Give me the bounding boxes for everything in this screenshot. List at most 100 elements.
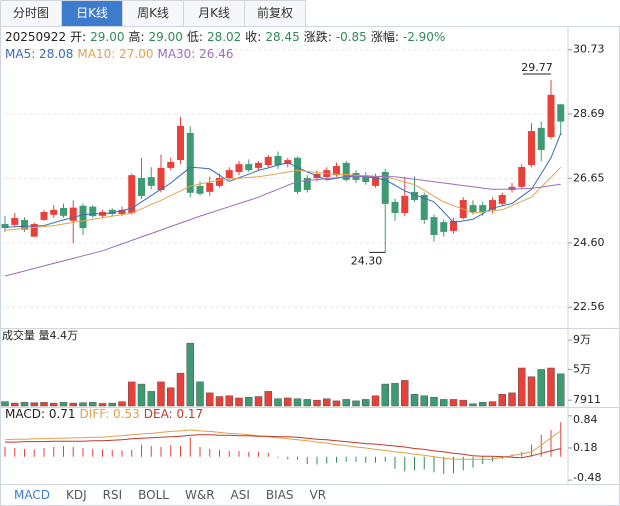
candle-body (177, 126, 184, 161)
volume-title: 成交量 量4.4万 (2, 328, 78, 342)
y-tick-label: 26.65 (573, 171, 605, 184)
candle-body (21, 219, 28, 230)
candle-body (508, 186, 516, 190)
candle-body (537, 127, 545, 150)
tab[interactable]: 日K线 (61, 0, 123, 26)
tab[interactable]: 月K线 (183, 0, 245, 26)
y-tick-label: 0.18 (573, 441, 598, 454)
candle-body (79, 205, 87, 229)
ma-legend: MA5: 28.08 MA10: 27.00 MA30: 26.46 (5, 47, 238, 61)
candle-body (450, 220, 457, 231)
candle-body (381, 172, 389, 204)
candle-body (430, 217, 438, 236)
volume-bar (459, 399, 467, 407)
volume-bar (391, 383, 399, 407)
volume-bar (527, 376, 536, 407)
volume-bar (157, 381, 165, 407)
candle-body (69, 207, 77, 221)
legend-entry: MA10: 27.00 (77, 47, 154, 61)
volume-bar (79, 402, 87, 407)
volume-bar (274, 398, 282, 407)
info-key: 涨跌: (303, 30, 332, 44)
volume-bar (235, 397, 243, 407)
candle-body (40, 212, 48, 220)
candle-body (235, 164, 243, 173)
volume-bar (362, 399, 370, 407)
candle-body (284, 160, 292, 165)
y-tick-label: 0.84 (573, 413, 598, 426)
candle-body (411, 191, 418, 201)
candle-body (264, 156, 272, 166)
macd-legend: MACD: 0.71 DIFF: 0.53 DEA: 0.17 (5, 407, 207, 421)
volume-bar (50, 402, 58, 407)
volume-bar (215, 396, 224, 407)
volume-bar (440, 399, 448, 407)
volume-bar (1, 401, 9, 407)
volume-bar (128, 381, 136, 407)
tab[interactable]: 周K线 (122, 0, 184, 26)
volume-bar (254, 396, 263, 407)
y-tick-label: -0.48 (573, 471, 601, 484)
indicator-tab[interactable]: BOLL (138, 488, 169, 502)
ma-line (4, 166, 562, 231)
tab-bar: 分时图 日K线 周K线 月K线 前复权 (0, 0, 620, 27)
candle-body (118, 209, 126, 214)
indicator-tab[interactable]: MACD (14, 488, 50, 502)
indicator-tab[interactable]: ASI (230, 488, 250, 502)
volume-bar (264, 391, 272, 407)
volume-bar (332, 400, 341, 407)
legend-entry: DIFF: 0.53 (79, 407, 140, 421)
info-value: 29.00 (90, 30, 125, 44)
candle-body (138, 178, 145, 196)
info-key: 开: (70, 30, 87, 44)
candle-body (216, 178, 223, 186)
candle-body (372, 176, 379, 186)
volume-bar (323, 398, 331, 407)
min-marker-label: 24.30 (351, 254, 383, 267)
indicator-tab[interactable]: KDJ (65, 488, 87, 502)
volume-bar (508, 392, 516, 407)
candle-body (333, 166, 340, 176)
tab[interactable]: 分时图 (0, 0, 62, 26)
volume-bar (313, 399, 321, 407)
indicator-tab[interactable]: VR (309, 488, 327, 502)
volume-bar (469, 403, 477, 407)
volume-bar (410, 394, 419, 407)
candle-body (1, 224, 9, 229)
volume-bar (40, 402, 48, 407)
candle-body (391, 201, 399, 213)
legend-entry: MACD: 0.71 (5, 407, 76, 421)
info-line: 20250922 开: 29.00 高: 29.00 低: 28.02 收: 28.45 涨跌: -… (5, 28, 449, 45)
info-value: 28.45 (265, 30, 300, 44)
volume-bar (118, 401, 126, 407)
ma-line (4, 133, 562, 228)
tab[interactable]: 前复权 (244, 0, 306, 26)
indicator-tab[interactable]: RSI (102, 488, 123, 502)
candle-body (489, 200, 496, 210)
volume-bar (167, 387, 175, 407)
candle-body (167, 161, 175, 168)
volume-bar (293, 398, 302, 407)
frame (0, 26, 620, 506)
indicator-tab[interactable]: BIAS (265, 488, 294, 502)
indicator-tabs: MACD KDJ RSI BOLL W&R ASI BIAS VR (6, 486, 334, 504)
candle-body (547, 94, 555, 138)
volume-bar (401, 380, 409, 407)
ma-line (4, 176, 561, 277)
indicator-tab[interactable]: W&R (184, 488, 215, 502)
info-date: 20250922 (5, 30, 67, 44)
volume-bar (69, 402, 77, 407)
candle-body (294, 157, 301, 192)
volume-bar (206, 392, 214, 407)
candle-body (401, 195, 409, 213)
candle-body (479, 205, 487, 213)
volume-bar (449, 399, 458, 407)
candle-body (50, 209, 58, 215)
candle-body (157, 167, 165, 190)
volume-bar (176, 372, 185, 407)
candle-body (30, 224, 38, 237)
candle-body (498, 195, 506, 204)
volume-bar (196, 381, 204, 407)
volume-bar (108, 402, 116, 407)
